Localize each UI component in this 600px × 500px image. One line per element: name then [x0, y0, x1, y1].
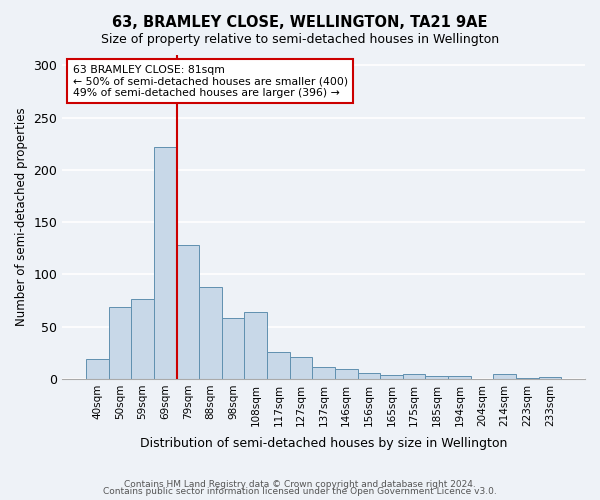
Bar — [335, 370, 358, 379]
Bar — [425, 376, 448, 379]
X-axis label: Distribution of semi-detached houses by size in Wellington: Distribution of semi-detached houses by … — [140, 437, 508, 450]
Bar — [448, 376, 471, 379]
Text: 63, BRAMLEY CLOSE, WELLINGTON, TA21 9AE: 63, BRAMLEY CLOSE, WELLINGTON, TA21 9AE — [112, 15, 488, 30]
Bar — [290, 357, 313, 379]
Bar — [199, 287, 222, 379]
Bar — [267, 352, 290, 379]
Bar — [358, 372, 380, 379]
Y-axis label: Number of semi-detached properties: Number of semi-detached properties — [15, 108, 28, 326]
Bar — [109, 307, 131, 379]
Bar — [313, 368, 335, 379]
Text: Size of property relative to semi-detached houses in Wellington: Size of property relative to semi-detach… — [101, 32, 499, 46]
Text: Contains public sector information licensed under the Open Government Licence v3: Contains public sector information licen… — [103, 488, 497, 496]
Text: 63 BRAMLEY CLOSE: 81sqm
← 50% of semi-detached houses are smaller (400)
49% of s: 63 BRAMLEY CLOSE: 81sqm ← 50% of semi-de… — [73, 64, 348, 98]
Bar — [131, 300, 154, 379]
Bar — [516, 378, 539, 379]
Bar — [86, 359, 109, 379]
Bar — [403, 374, 425, 379]
Bar — [380, 374, 403, 379]
Text: Contains HM Land Registry data © Crown copyright and database right 2024.: Contains HM Land Registry data © Crown c… — [124, 480, 476, 489]
Bar — [176, 245, 199, 379]
Bar — [222, 318, 244, 379]
Bar — [493, 374, 516, 379]
Bar — [154, 147, 176, 379]
Bar — [244, 312, 267, 379]
Bar — [539, 377, 561, 379]
